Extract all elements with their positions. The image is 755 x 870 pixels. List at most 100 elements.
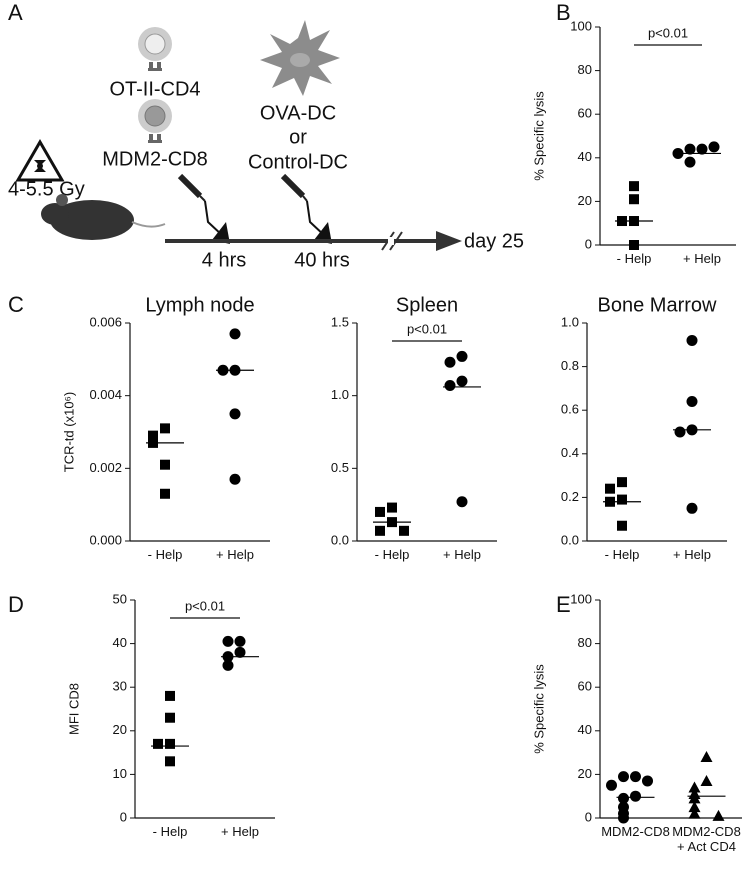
point [713, 810, 725, 821]
point [687, 503, 698, 514]
point [630, 771, 641, 782]
y-tick-label: 0 [585, 809, 592, 824]
point [629, 194, 639, 204]
point [445, 357, 456, 368]
y-tick-label: 40 [578, 149, 592, 164]
point [673, 148, 684, 159]
mouse-icon [41, 194, 165, 240]
point [235, 636, 246, 647]
panel-label: B [556, 0, 571, 25]
point [629, 240, 639, 250]
point [375, 507, 385, 517]
panel-label: D [8, 592, 24, 617]
point [375, 526, 385, 536]
point [709, 141, 720, 152]
y-tick-label: 1.0 [561, 314, 579, 329]
dc-label: OVA-DC [260, 102, 336, 124]
annotation: p<0.01 [648, 25, 688, 40]
y-tick-label: 50 [113, 591, 127, 606]
cell-label: OT-II-CD4 [109, 78, 200, 100]
y-tick-label: 0.2 [561, 489, 579, 504]
point [160, 489, 170, 499]
y-tick-label: 100 [570, 591, 592, 606]
chart-title: Lymph node [145, 294, 254, 316]
point [606, 780, 617, 791]
y-tick-label: 80 [578, 62, 592, 77]
point [165, 713, 175, 723]
schematic: OT-II-CD4 MDM2-CD8 OVA-DC or Control-DC … [8, 20, 524, 271]
point [617, 477, 627, 487]
point [618, 771, 629, 782]
t-cell-icon [138, 99, 172, 143]
point [165, 691, 175, 701]
y-tick-label: 0.000 [89, 532, 122, 547]
y-tick-label: 60 [578, 679, 592, 694]
t-cell-icon [138, 27, 172, 71]
y-tick-label: 0.8 [561, 358, 579, 373]
point [223, 636, 234, 647]
point [399, 526, 409, 536]
point [230, 328, 241, 339]
point [457, 351, 468, 362]
point [165, 739, 175, 749]
point [630, 791, 641, 802]
y-tick-label: 30 [113, 679, 127, 694]
point [701, 751, 713, 762]
x-tick-label: + Help [180, 824, 300, 839]
y-tick-label: 0.004 [89, 387, 122, 402]
dc-label: Control-DC [248, 151, 348, 173]
point [642, 775, 653, 786]
point [687, 396, 698, 407]
syringe-icon [283, 176, 332, 244]
panel-label: E [556, 592, 571, 617]
y-tick-label: 0.0 [561, 532, 579, 547]
point [629, 181, 639, 191]
y-tick-label: 20 [578, 193, 592, 208]
y-tick-label: 100 [570, 18, 592, 33]
time-label: 4 hrs [202, 249, 246, 271]
y-tick-label: 1.0 [331, 387, 349, 402]
panel-label: C [8, 292, 24, 317]
point [617, 521, 627, 531]
annotation: p<0.01 [407, 321, 447, 336]
point [153, 739, 163, 749]
y-tick-label: 40 [578, 722, 592, 737]
point [160, 460, 170, 470]
y-axis-label: TCR-td (x10⁶) [61, 392, 76, 472]
y-tick-label: 20 [578, 766, 592, 781]
y-tick-label: 40 [113, 635, 127, 650]
y-tick-label: 10 [113, 766, 127, 781]
point [160, 423, 170, 433]
point [165, 756, 175, 766]
point [230, 408, 241, 419]
y-axis-label: % Specific lysis [531, 91, 546, 181]
y-tick-label: 1.5 [331, 314, 349, 329]
chart-title: Bone Marrow [598, 294, 717, 316]
y-tick-label: 0 [120, 809, 127, 824]
x-tick-label: + Help [642, 251, 755, 266]
x-tick-label: + Help [632, 547, 752, 562]
point [685, 157, 696, 168]
x-tick-label-box: + Help [180, 824, 300, 864]
y-tick-label: 0.4 [561, 445, 579, 460]
y-tick-label: 0.6 [561, 402, 579, 417]
y-tick-label: 0.002 [89, 460, 122, 475]
y-tick-label: 0 [585, 236, 592, 251]
x-tick-label-box: + Help [402, 547, 522, 587]
point [457, 376, 468, 387]
dc-label: or [289, 126, 307, 148]
y-axis-label: MFI CD8 [66, 683, 81, 735]
point [230, 474, 241, 485]
point [605, 484, 615, 494]
syringe-icon [180, 176, 230, 244]
y-tick-label: 0.5 [331, 460, 349, 475]
x-tick-label-box: MDM2-CD8 + Act CD4 [647, 824, 755, 864]
y-tick-label: 60 [578, 106, 592, 121]
point [618, 813, 629, 824]
dose-label: 4-5.5 Gy [8, 178, 85, 200]
y-tick-label: 80 [578, 635, 592, 650]
radiation-icon [18, 142, 62, 180]
y-tick-label: 20 [113, 722, 127, 737]
point [223, 660, 234, 671]
